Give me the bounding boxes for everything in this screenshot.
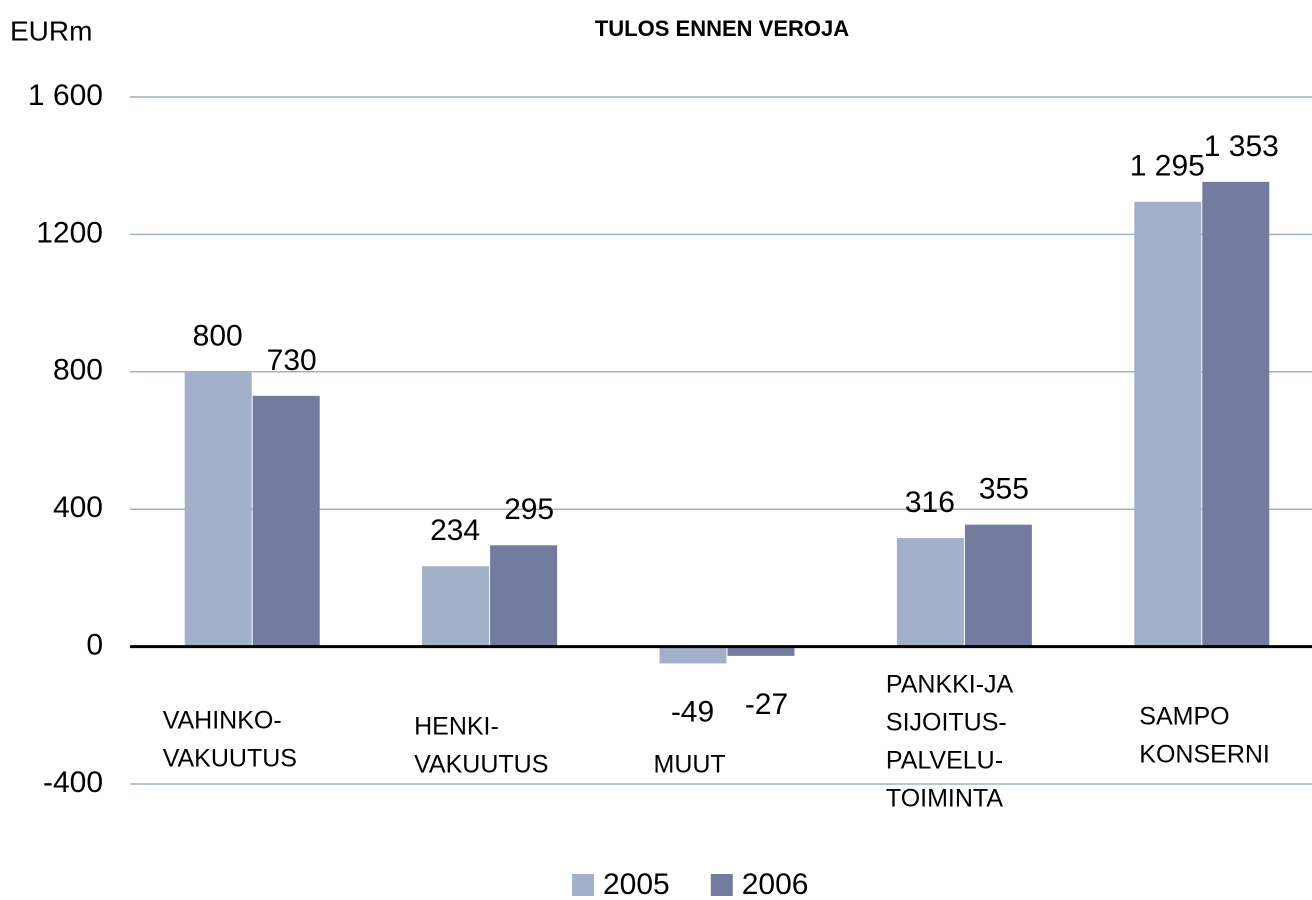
- x-tick-label: VAKUUTUS: [163, 745, 297, 773]
- x-tick-label: PANKKI-JA: [886, 671, 1014, 699]
- legend-label: 2005: [603, 868, 670, 900]
- data-label: 800: [193, 320, 243, 353]
- x-tick-label: TOIMINTA: [886, 785, 1003, 813]
- x-tick-label: SAMPO: [1139, 703, 1229, 731]
- bar: [422, 566, 490, 647]
- data-label: 295: [504, 493, 554, 526]
- bar: [1202, 181, 1270, 647]
- y-tick-label: 0: [86, 629, 103, 662]
- x-tick-label: VAKUUTUS: [414, 751, 548, 779]
- y-tick-label: 1200: [36, 216, 103, 249]
- data-label: 1 295: [1130, 150, 1205, 183]
- x-tick-label: SIJOITUS-: [886, 709, 1007, 737]
- x-tick-label: KONSERNI: [1139, 741, 1270, 769]
- legend-swatch: [710, 874, 733, 896]
- bar: [727, 646, 795, 656]
- x-tick-label: VAHINKO-: [163, 707, 282, 735]
- data-label: 730: [267, 344, 317, 377]
- legend-label: 2006: [742, 868, 809, 900]
- data-label: -49: [671, 695, 714, 728]
- bar: [964, 524, 1032, 647]
- bar: [490, 545, 558, 647]
- data-label: 234: [430, 514, 480, 547]
- bar: [659, 646, 727, 664]
- y-axis-label: EURm: [10, 15, 92, 46]
- bar: [184, 371, 252, 647]
- chart-title: TULOS ENNEN VEROJA: [595, 16, 849, 41]
- bar: [1134, 201, 1202, 647]
- bar: [896, 538, 964, 647]
- x-tick-label: HENKI-: [414, 713, 499, 741]
- data-label: 355: [979, 473, 1029, 506]
- data-label: 316: [905, 486, 955, 519]
- y-tick-label: 1 600: [28, 79, 103, 112]
- data-label: -27: [745, 688, 788, 721]
- legend-swatch: [572, 874, 594, 896]
- bar: [252, 395, 320, 647]
- data-label: 1 353: [1204, 130, 1279, 163]
- y-tick-label: -400: [43, 766, 103, 799]
- x-tick-label: PALVELU-: [886, 747, 1003, 775]
- x-tick-label: MUUT: [654, 751, 726, 779]
- y-tick-label: 800: [53, 354, 103, 387]
- y-tick-label: 400: [53, 491, 103, 524]
